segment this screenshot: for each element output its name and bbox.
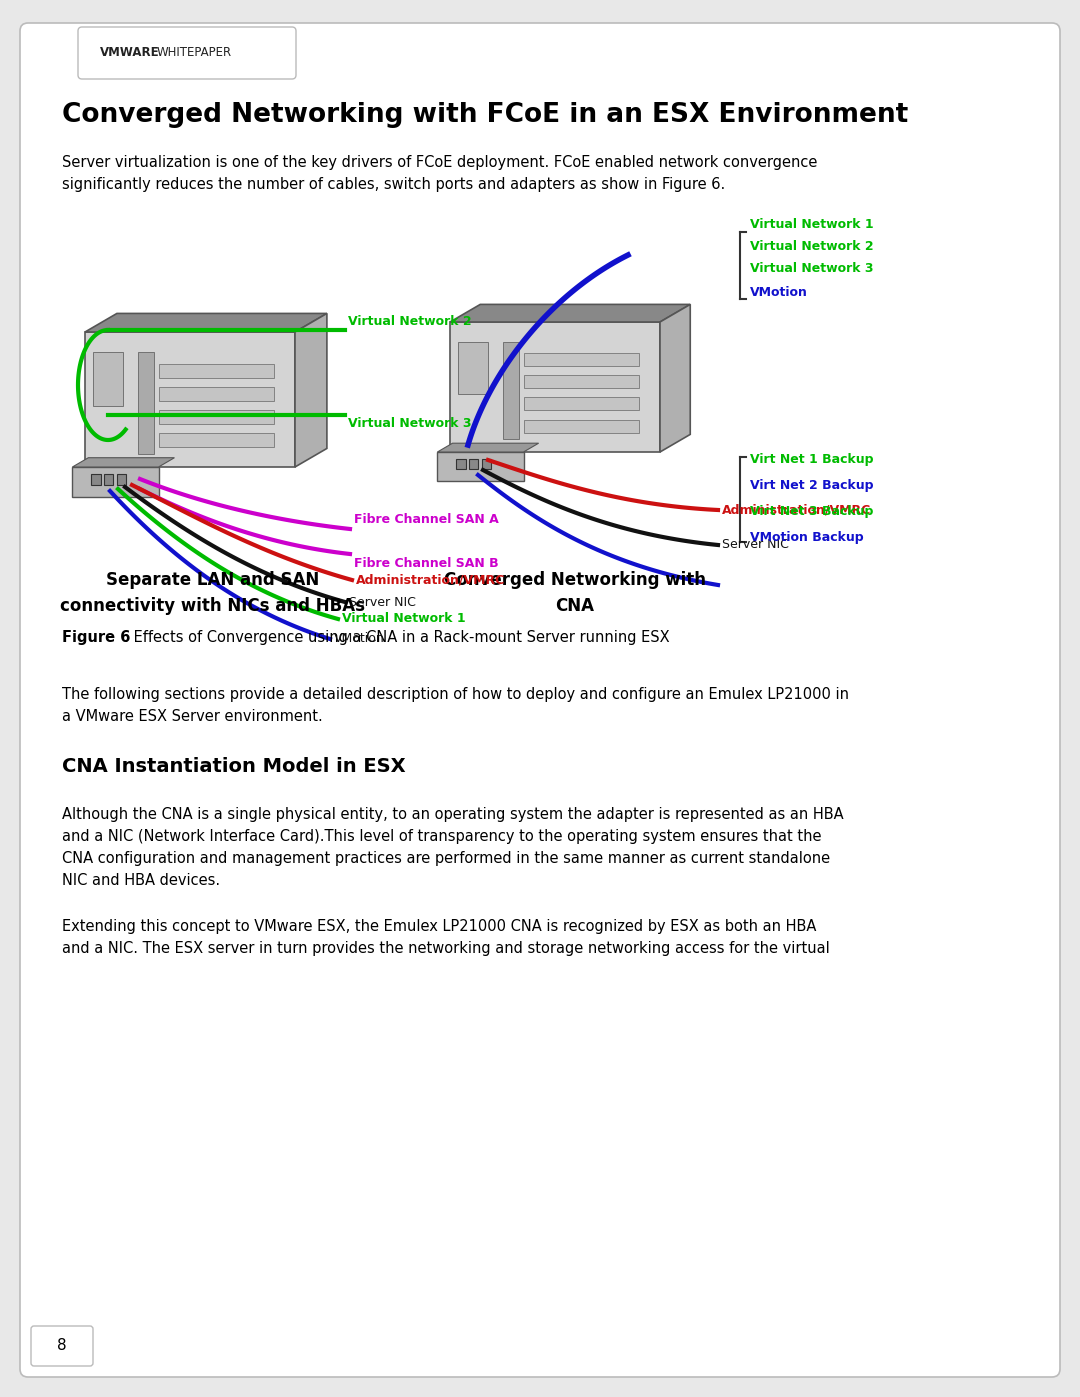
Text: Virt Net 3 Backup: Virt Net 3 Backup xyxy=(750,504,874,517)
Polygon shape xyxy=(159,433,274,447)
Text: NIC and HBA devices.: NIC and HBA devices. xyxy=(62,873,220,888)
Text: Server virtualization is one of the key drivers of FCoE deployment. FCoE enabled: Server virtualization is one of the key … xyxy=(62,155,818,170)
Text: Virtual Network 2: Virtual Network 2 xyxy=(750,240,874,253)
Polygon shape xyxy=(450,321,660,453)
Text: VMotion: VMotion xyxy=(334,633,384,645)
Text: Server NIC: Server NIC xyxy=(349,595,416,609)
Polygon shape xyxy=(524,353,639,366)
Polygon shape xyxy=(117,474,126,485)
Text: Virt Net 2 Backup: Virt Net 2 Backup xyxy=(750,479,874,492)
Text: The following sections provide a detailed description of how to deploy and confi: The following sections provide a detaile… xyxy=(62,687,849,703)
Polygon shape xyxy=(85,332,295,467)
Polygon shape xyxy=(295,313,327,467)
Text: significantly reduces the number of cables, switch ports and adapters as show in: significantly reduces the number of cabl… xyxy=(62,177,726,191)
Text: 8: 8 xyxy=(57,1338,67,1354)
Text: Converged Networking with FCoE in an ESX Environment: Converged Networking with FCoE in an ESX… xyxy=(62,102,908,129)
Text: Virtual Network 1: Virtual Network 1 xyxy=(750,218,874,232)
Text: Virtual Network 3: Virtual Network 3 xyxy=(348,418,472,430)
Text: Fibre Channel SAN A: Fibre Channel SAN A xyxy=(354,513,499,527)
Text: Extending this concept to VMware ESX, the Emulex LP21000 CNA is recognized by ES: Extending this concept to VMware ESX, th… xyxy=(62,919,816,935)
Polygon shape xyxy=(482,458,491,469)
Text: Administration/VMRC: Administration/VMRC xyxy=(356,574,505,587)
Polygon shape xyxy=(458,341,488,394)
Text: Although the CNA is a single physical entity, to an operating system the adapter: Although the CNA is a single physical en… xyxy=(62,807,843,821)
Text: Converged Networking with: Converged Networking with xyxy=(444,571,706,590)
Polygon shape xyxy=(92,474,100,485)
Polygon shape xyxy=(450,305,690,321)
Text: a VMware ESX Server environment.: a VMware ESX Server environment. xyxy=(62,710,323,724)
Text: WHITEPAPER: WHITEPAPER xyxy=(157,46,232,60)
Text: VMWARE: VMWARE xyxy=(100,46,160,60)
Polygon shape xyxy=(437,443,539,453)
Polygon shape xyxy=(72,467,159,497)
Polygon shape xyxy=(437,453,524,481)
Polygon shape xyxy=(159,411,274,423)
Polygon shape xyxy=(660,305,690,453)
Text: Virtual Network 1: Virtual Network 1 xyxy=(342,612,465,626)
Polygon shape xyxy=(524,376,639,388)
FancyBboxPatch shape xyxy=(78,27,296,80)
Polygon shape xyxy=(93,352,123,407)
Polygon shape xyxy=(469,458,478,469)
FancyBboxPatch shape xyxy=(31,1326,93,1366)
Text: Virtual Network 2: Virtual Network 2 xyxy=(348,314,472,328)
Polygon shape xyxy=(524,397,639,411)
Text: : Effects of Convergence using a CNA in a Rack-mount Server running ESX: : Effects of Convergence using a CNA in … xyxy=(124,630,670,645)
Text: connectivity with NICs and HBAs: connectivity with NICs and HBAs xyxy=(60,597,365,615)
Polygon shape xyxy=(72,458,175,467)
Text: Virtual Network 3: Virtual Network 3 xyxy=(750,263,874,275)
Text: VMotion: VMotion xyxy=(750,286,808,299)
Text: and a NIC (Network Interface Card).This level of transparency to the operating s: and a NIC (Network Interface Card).This … xyxy=(62,828,822,844)
Text: Server NIC: Server NIC xyxy=(723,538,788,552)
Polygon shape xyxy=(457,458,465,469)
Text: and a NIC. The ESX server in turn provides the networking and storage networking: and a NIC. The ESX server in turn provid… xyxy=(62,942,829,956)
Text: Virt Net 1 Backup: Virt Net 1 Backup xyxy=(750,453,874,465)
Polygon shape xyxy=(159,365,274,379)
Text: CNA configuration and management practices are performed in the same manner as c: CNA configuration and management practic… xyxy=(62,851,831,866)
Polygon shape xyxy=(502,341,519,439)
Polygon shape xyxy=(524,419,639,433)
Polygon shape xyxy=(85,313,327,332)
Text: Separate LAN and SAN: Separate LAN and SAN xyxy=(106,571,320,590)
FancyBboxPatch shape xyxy=(21,22,1059,1377)
Text: Administration/VMRC: Administration/VMRC xyxy=(723,503,872,517)
Polygon shape xyxy=(137,352,154,454)
Text: CNA: CNA xyxy=(555,597,594,615)
Polygon shape xyxy=(159,387,274,401)
Polygon shape xyxy=(104,474,113,485)
Text: Figure 6: Figure 6 xyxy=(62,630,131,645)
Text: CNA Instantiation Model in ESX: CNA Instantiation Model in ESX xyxy=(62,757,406,775)
Text: Fibre Channel SAN B: Fibre Channel SAN B xyxy=(354,557,499,570)
Text: VMotion Backup: VMotion Backup xyxy=(750,531,864,543)
